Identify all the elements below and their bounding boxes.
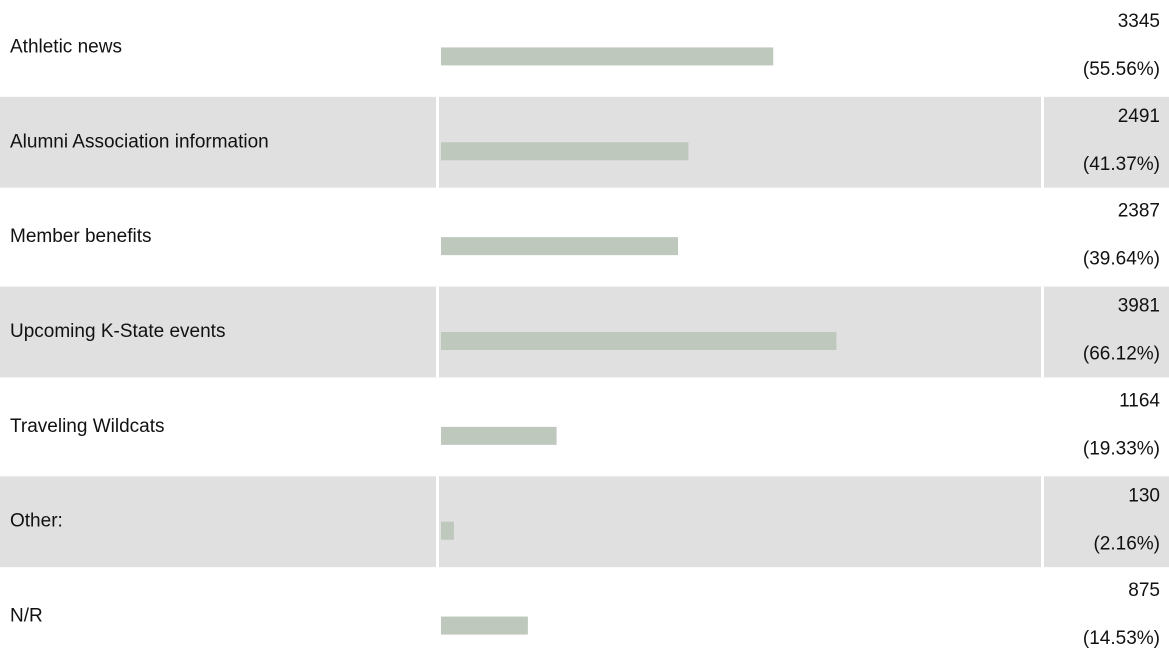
count-label: 2387 bbox=[1118, 201, 1160, 222]
count-label: 875 bbox=[1128, 580, 1160, 601]
percent-label: (2.16%) bbox=[1093, 533, 1160, 554]
count-label: 2491 bbox=[1118, 106, 1160, 127]
count-label: 130 bbox=[1128, 485, 1160, 506]
row-cell-bar bbox=[439, 96, 1041, 188]
row-cell-label bbox=[0, 96, 436, 188]
row-cell-label bbox=[0, 476, 436, 568]
row-cell-bar bbox=[439, 476, 1041, 568]
category-label: N/R bbox=[10, 606, 43, 627]
bar bbox=[441, 237, 679, 256]
percent-label: (14.53%) bbox=[1083, 628, 1160, 649]
bar bbox=[441, 426, 557, 445]
percent-label: (66.12%) bbox=[1083, 344, 1160, 365]
percent-label: (41.37%) bbox=[1083, 154, 1160, 175]
row-cell-value bbox=[1044, 476, 1169, 568]
category-label: Alumni Association information bbox=[10, 131, 269, 152]
count-label: 1164 bbox=[1119, 390, 1160, 411]
bar bbox=[441, 616, 528, 635]
row-cell-label bbox=[0, 286, 436, 378]
category-label: Traveling Wildcats bbox=[10, 416, 165, 437]
row-cell-value bbox=[1044, 286, 1169, 378]
count-label: 3981 bbox=[1118, 296, 1160, 317]
bar bbox=[441, 332, 837, 350]
row-cell-value bbox=[1044, 96, 1169, 188]
bar bbox=[441, 142, 689, 161]
category-label: Member benefits bbox=[10, 226, 152, 247]
count-label: 3345 bbox=[1118, 11, 1160, 32]
bar bbox=[441, 47, 774, 66]
category-label: Athletic news bbox=[10, 36, 122, 57]
percent-label: (55.56%) bbox=[1083, 59, 1160, 80]
percent-label: (19.33%) bbox=[1083, 438, 1160, 459]
bar bbox=[441, 521, 454, 540]
category-label: Upcoming K-State events bbox=[10, 321, 225, 342]
category-label: Other: bbox=[10, 511, 63, 532]
percent-label: (39.64%) bbox=[1083, 249, 1160, 270]
